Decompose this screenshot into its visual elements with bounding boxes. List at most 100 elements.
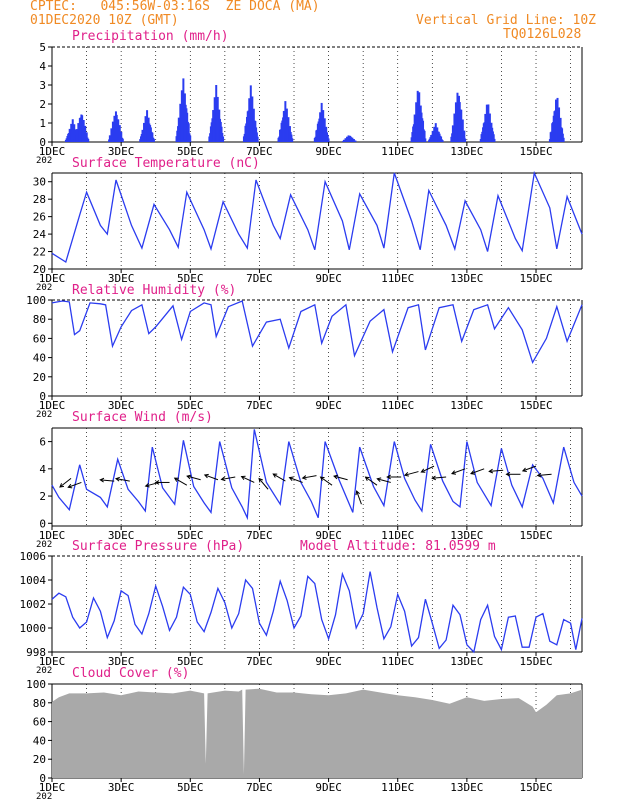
x-tick-label: 5DEC — [177, 655, 204, 668]
wind-arrow — [404, 471, 419, 476]
wind-arrow-head — [333, 474, 339, 480]
x-year-label: 202 — [36, 410, 52, 420]
x-tick-label: 15DEC — [519, 399, 552, 412]
x-tick-label: 3DEC — [108, 781, 135, 794]
y-tick-label: 1 — [39, 117, 46, 130]
y-tick-label: 22 — [33, 246, 46, 259]
y-tick-label: 30 — [33, 176, 46, 189]
x-tick-label: 11DEC — [381, 655, 414, 668]
precip-bar — [354, 140, 357, 142]
y-tick-label: 998 — [26, 646, 46, 659]
precip-bar — [256, 136, 259, 142]
wind-arrow-head — [451, 470, 457, 475]
y-tick-label: 26 — [33, 211, 46, 224]
y-tick-label: 0 — [39, 517, 46, 530]
wind-arrow — [421, 465, 435, 473]
x-tick-label: 11DEC — [381, 399, 414, 412]
y-tick-label: 6 — [39, 436, 46, 449]
y-tick-label: 1000 — [20, 622, 47, 635]
wind-arrow-head — [376, 477, 382, 482]
panel-4 — [48, 555, 583, 656]
y-tick-label: 24 — [33, 228, 47, 241]
wind-arrow — [537, 473, 552, 476]
wind-arrow-head — [386, 474, 391, 480]
precip-bar — [492, 134, 495, 142]
wind-arrow-head — [272, 473, 278, 478]
wind-arrow-head — [431, 475, 437, 481]
y-tick-label: 1004 — [20, 574, 47, 587]
y-tick-label: 20 — [33, 371, 46, 384]
series-line — [51, 300, 583, 365]
x-tick-label: 11DEC — [381, 272, 414, 285]
precip-bar — [424, 138, 427, 142]
precip-bar — [189, 135, 192, 142]
wind-arrow-head — [154, 480, 160, 485]
x-tick-label: 3DEC — [108, 399, 135, 412]
wind-arrow-head — [203, 473, 209, 479]
run-id: TQ0126L028 — [503, 27, 582, 42]
wind-arrow — [100, 479, 115, 482]
precip-bar — [87, 138, 90, 142]
wind-arrow — [522, 465, 537, 472]
y-tick-label: 4 — [39, 60, 46, 73]
x-tick-label: 3DEC — [108, 655, 135, 668]
grid-note: Vertical Grid Line: 10Z — [416, 13, 597, 28]
wind-title: Surface Wind (m/s) — [72, 410, 213, 425]
x-tick-label: 1DEC — [39, 529, 66, 542]
wind-arrow-head — [521, 467, 527, 472]
wind-arrow-head — [319, 476, 325, 481]
run-date: 01DEC2020 10Z (GMT) — [30, 13, 179, 28]
precip-bar — [423, 130, 426, 142]
station-header: CPTEC: 045:56W-03:16S ZE DOCA (MA) — [30, 0, 320, 14]
precip-bar — [327, 138, 330, 142]
y-tick-label: 40 — [33, 734, 46, 747]
wind-arrow-head — [99, 477, 105, 483]
precip-bar — [464, 138, 467, 142]
wind-arrow — [59, 477, 72, 488]
x-tick-label: 5DEC — [177, 145, 204, 158]
wind-arrow-head — [403, 472, 409, 477]
wind-arrow — [451, 468, 466, 475]
x-tick-label: 13DEC — [450, 529, 483, 542]
precip-bar — [352, 139, 355, 142]
y-tick-label: 4 — [39, 463, 46, 476]
x-tick-label: 7DEC — [246, 399, 273, 412]
x-tick-label: 1DEC — [39, 655, 66, 668]
x-tick-label: 13DEC — [450, 145, 483, 158]
panel-1 — [48, 170, 583, 273]
y-tick-label: 2 — [39, 98, 46, 111]
wind-arrow — [470, 468, 485, 475]
precip-bar — [222, 136, 225, 142]
wind-arrow-head — [258, 477, 263, 483]
x-tick-label: 7DEC — [246, 272, 273, 285]
x-tick-label: 11DEC — [381, 781, 414, 794]
x-tick-label: 5DEC — [177, 399, 204, 412]
wind-arrow-head — [67, 483, 73, 489]
y-tick-label: 0 — [39, 136, 46, 149]
x-tick-label: 11DEC — [381, 145, 414, 158]
x-tick-label: 1DEC — [39, 399, 66, 412]
y-tick-label: 100 — [26, 294, 46, 307]
x-tick-label: 7DEC — [246, 781, 273, 794]
series-line — [51, 571, 583, 654]
x-tick-label: 15DEC — [519, 272, 552, 285]
panel-0 — [48, 46, 583, 146]
precip-bar — [151, 132, 154, 142]
precip-bar — [118, 125, 121, 142]
x-tick-label: 9DEC — [315, 781, 342, 794]
wind-arrow-head — [59, 483, 65, 488]
wind-arrow-head — [186, 474, 192, 480]
wind-arrow — [356, 490, 362, 505]
cloud-area — [52, 688, 582, 778]
panel-2 — [48, 299, 583, 400]
wind-arrow — [489, 469, 504, 472]
x-tick-label: 3DEC — [108, 272, 135, 285]
precip-title: Precipitation (mm/h) — [72, 29, 229, 44]
y-tick-label: 80 — [33, 313, 46, 326]
y-tick-label: 1006 — [20, 550, 47, 563]
precip-bar — [84, 125, 87, 142]
y-tick-label: 1002 — [20, 598, 47, 611]
cloud-title: Cloud Cover (%) — [72, 666, 190, 681]
panel-5 — [48, 683, 583, 782]
